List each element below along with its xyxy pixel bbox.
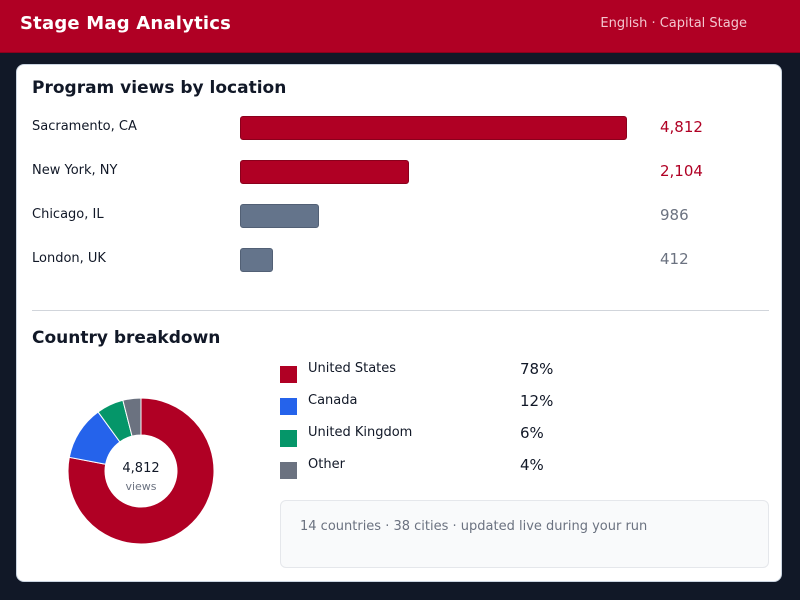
location-value: 412 bbox=[660, 250, 689, 268]
legend-percent: 4% bbox=[520, 456, 544, 474]
legend-label: United Kingdom bbox=[308, 425, 413, 440]
donut-svg bbox=[67, 397, 215, 545]
app-title: Stage Mag Analytics bbox=[20, 13, 232, 34]
location-label: Sacramento, CA bbox=[32, 119, 137, 134]
analytics-card: Program views by location Sacramento, CA… bbox=[16, 64, 782, 582]
language-venue-label: English · Capital Stage bbox=[600, 16, 747, 31]
legend-label: Canada bbox=[308, 393, 358, 408]
location-value: 2,104 bbox=[660, 162, 703, 180]
location-label: London, UK bbox=[32, 251, 106, 266]
location-bar bbox=[240, 116, 627, 140]
legend-swatch bbox=[280, 366, 297, 383]
legend-label: United States bbox=[308, 361, 397, 376]
legend-label: Other bbox=[308, 457, 345, 472]
top-bar: Stage Mag Analytics English · Capital St… bbox=[0, 0, 800, 53]
donut-slice bbox=[122, 397, 142, 437]
legend-swatch bbox=[280, 398, 297, 415]
legend-percent: 78% bbox=[520, 360, 554, 378]
location-label: New York, NY bbox=[32, 163, 118, 178]
donut-center-value: 4,812 bbox=[122, 461, 160, 476]
locations-title: Program views by location bbox=[32, 78, 287, 98]
section-divider bbox=[32, 310, 769, 311]
country-title: Country breakdown bbox=[32, 328, 221, 348]
location-bar bbox=[240, 248, 273, 272]
info-note: 14 countries · 38 cities · updated live … bbox=[280, 500, 769, 568]
donut-center-label: views bbox=[125, 480, 157, 493]
location-bar bbox=[240, 160, 409, 184]
location-label: Chicago, IL bbox=[32, 207, 104, 222]
legend-swatch bbox=[280, 462, 297, 479]
country-donut-chart: 4,812 views bbox=[67, 397, 215, 545]
legend-percent: 12% bbox=[520, 392, 554, 410]
donut-slice bbox=[67, 397, 215, 545]
legend-percent: 6% bbox=[520, 424, 544, 442]
legend-swatch bbox=[280, 430, 297, 447]
location-value: 4,812 bbox=[660, 118, 703, 136]
location-value: 986 bbox=[660, 206, 689, 224]
location-bar bbox=[240, 204, 319, 228]
info-note-text: 14 countries · 38 cities · updated live … bbox=[300, 519, 648, 534]
